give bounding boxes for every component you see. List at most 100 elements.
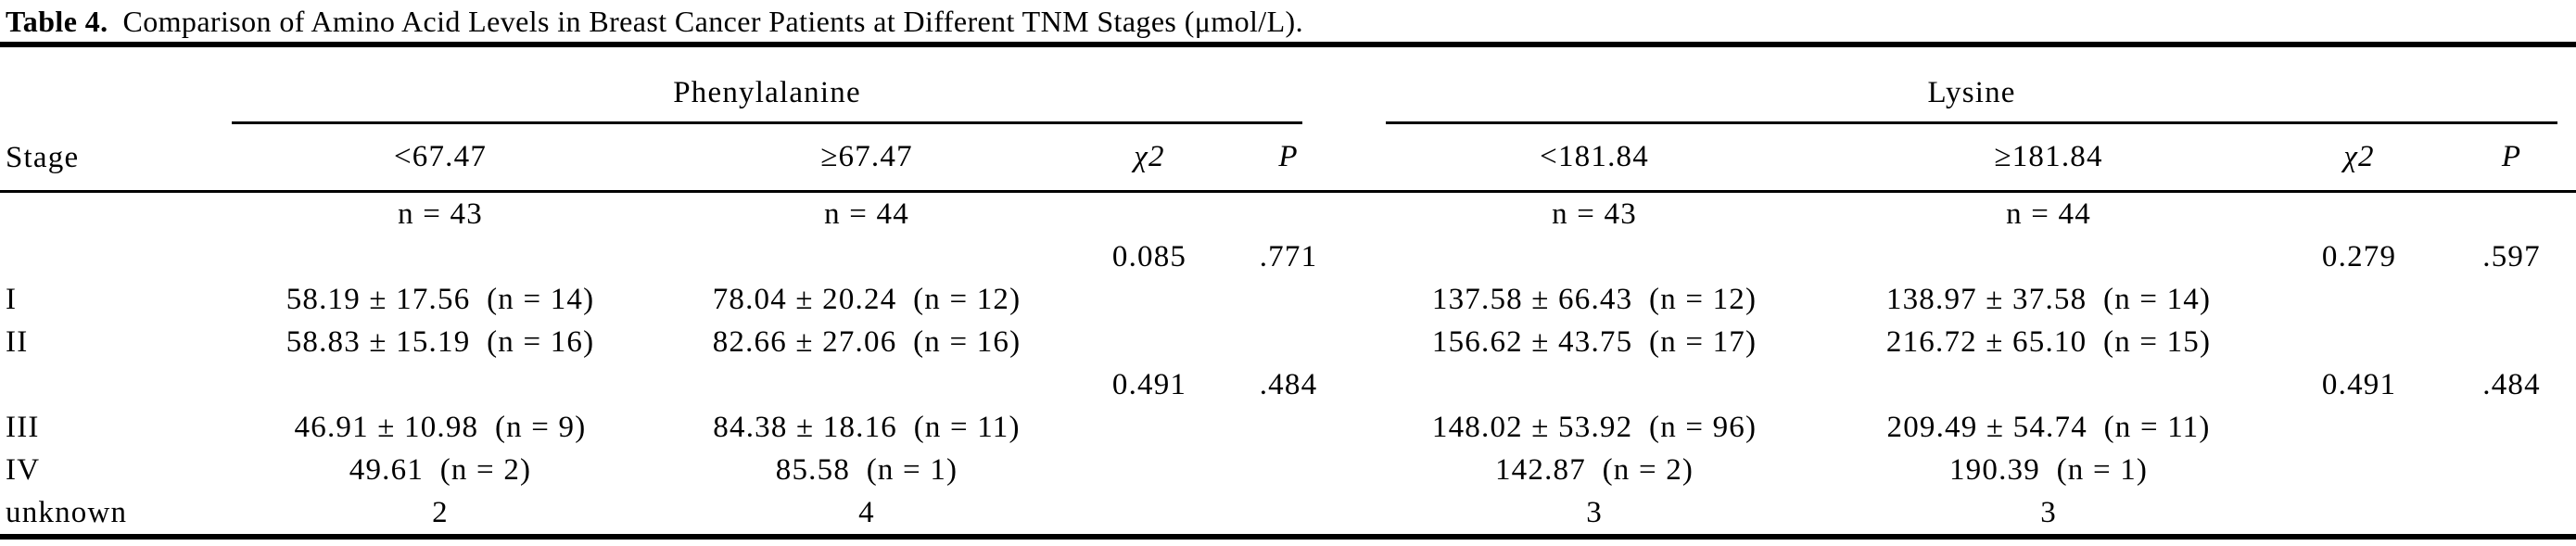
stage-cell: II (6, 324, 29, 359)
data-cell: 0.491 (1111, 367, 1187, 401)
table-title: Table 4. Comparison of Amino Acid Levels … (0, 0, 2576, 42)
stage-cell: I (6, 282, 18, 316)
data-cell: 216.72 ± 65.10 (n = 15) (1885, 324, 2212, 359)
data-cell: .771 (1259, 239, 1318, 273)
data-cell: 0.279 (2321, 239, 2397, 273)
stage-cell (0, 235, 232, 278)
col-header-phe-ge: ≥67.47 (649, 124, 1085, 193)
data-cell (1826, 235, 2271, 278)
data-cell: n = 44 (824, 197, 909, 231)
data-cell: 85.58 (n = 1) (775, 452, 958, 487)
data-cell (1214, 449, 1363, 491)
group-header-row: Stage Phenylalanine Lysine (0, 44, 2576, 193)
data-cell (232, 363, 649, 406)
data-cell (1363, 363, 1826, 406)
col-header-lys-p: P (2447, 124, 2576, 193)
table-row-n-counts: n = 43 n = 44 n = 43 n = 44 (0, 192, 2576, 236)
lysine-spanner-rule: Lysine (1386, 76, 2558, 124)
group-header-phenylalanine: Phenylalanine (232, 44, 1363, 124)
data-cell (2271, 491, 2447, 537)
data-cell (1826, 363, 2271, 406)
data-cell (1085, 321, 1214, 363)
data-cell: 156.62 ± 43.75 (n = 17) (1431, 324, 1758, 359)
stage-cell (0, 363, 232, 406)
data-cell: 138.97 ± 37.58 (n = 14) (1885, 282, 2212, 316)
table-row-stage-I: I 58.19 ± 17.56 (n = 14) 78.04 ± 20.24 (… (0, 278, 2576, 321)
data-cell: n = 43 (398, 197, 483, 231)
stage-cell: IV (6, 452, 41, 487)
table-row-chi-square-2: 0.491 .484 0.491 .484 (0, 363, 2576, 406)
data-cell (1214, 278, 1363, 321)
data-cell: 137.58 ± 66.43 (n = 12) (1431, 282, 1758, 316)
table-row-stage-II: II 58.83 ± 15.19 (n = 16) 82.66 ± 27.06 … (0, 321, 2576, 363)
table-row-unknown: unknown 2 4 3 3 (0, 491, 2576, 537)
group-label-phenylalanine: Phenylalanine (673, 76, 861, 109)
data-cell: .597 (2482, 239, 2541, 273)
data-cell (2271, 278, 2447, 321)
col-header-stage: Stage (0, 44, 232, 193)
data-cell: 3 (1586, 495, 1603, 529)
data-cell (1085, 278, 1214, 321)
group-header-lysine: Lysine (1363, 44, 2576, 124)
data-cell: 78.04 ± 20.24 (n = 12) (712, 282, 1022, 316)
amino-acid-table: Stage Phenylalanine Lysine <67.47 ≥67.47… (0, 42, 2576, 540)
data-cell (2447, 491, 2576, 537)
data-cell (1214, 406, 1363, 449)
col-header-lys-chi2: χ2 (2271, 124, 2448, 193)
data-cell (232, 235, 649, 278)
data-cell: 49.61 (n = 2) (349, 452, 532, 487)
stage-cell: III (6, 410, 40, 444)
data-cell (1214, 192, 1363, 236)
data-cell: n = 43 (1552, 197, 1637, 231)
data-cell: 0.491 (2321, 367, 2397, 401)
data-cell (2271, 321, 2447, 363)
table-row-stage-IV: IV 49.61 (n = 2) 85.58 (n = 1) 142.87 (n… (0, 449, 2576, 491)
data-cell: 82.66 ± 27.06 (n = 16) (712, 324, 1022, 359)
data-cell (1214, 491, 1363, 537)
data-cell (1085, 491, 1214, 537)
data-cell: .484 (2482, 367, 2541, 401)
col-header-lys-ge: ≥181.84 (1826, 124, 2272, 193)
col-header-lys-lt: <181.84 (1363, 124, 1827, 193)
data-cell: 142.87 (n = 2) (1494, 452, 1694, 487)
data-cell (649, 235, 1085, 278)
data-cell: 190.39 (n = 1) (1948, 452, 2149, 487)
phenylalanine-spanner-rule: Phenylalanine (232, 76, 1303, 124)
data-cell: 4 (858, 495, 875, 529)
data-cell: 148.02 ± 53.92 (n = 96) (1431, 410, 1758, 444)
data-cell: 209.49 ± 54.74 (n = 11) (1886, 410, 2211, 444)
data-cell: 84.38 ± 18.16 (n = 11) (713, 410, 1021, 444)
data-cell (1214, 321, 1363, 363)
column-header-row: <67.47 ≥67.47 χ2 P <181.84 ≥181.84 χ2 P (0, 124, 2576, 193)
data-cell (649, 363, 1085, 406)
data-cell (2447, 278, 2576, 321)
data-cell (2447, 406, 2576, 449)
group-label-lysine: Lysine (1927, 76, 2016, 109)
table-number: Table 4. (6, 5, 108, 38)
stage-cell (0, 192, 232, 236)
data-cell: 2 (432, 495, 449, 529)
data-cell (2447, 321, 2576, 363)
data-cell: 0.085 (1111, 239, 1187, 273)
stage-cell: unknown (6, 495, 128, 529)
data-cell: 3 (2040, 495, 2057, 529)
col-header-phe-lt: <67.47 (232, 124, 649, 193)
col-header-phe-p: P (1214, 124, 1364, 193)
data-cell (2447, 449, 2576, 491)
data-cell (1085, 192, 1214, 236)
data-cell (1363, 235, 1826, 278)
data-cell (2271, 406, 2447, 449)
data-cell: 46.91 ± 10.98 (n = 9) (294, 410, 587, 444)
data-cell: n = 44 (2006, 197, 2091, 231)
data-cell: 58.19 ± 17.56 (n = 14) (286, 282, 595, 316)
data-cell: .484 (1259, 367, 1318, 401)
col-header-phe-chi2: χ2 (1085, 124, 1214, 193)
table-caption: Comparison of Amino Acid Levels in Breas… (122, 5, 1303, 38)
data-cell (2271, 192, 2447, 236)
table-row-chi-square-1: 0.085 .771 0.279 .597 (0, 235, 2576, 278)
data-cell (1085, 406, 1214, 449)
table-row-stage-III: III 46.91 ± 10.98 (n = 9) 84.38 ± 18.16 … (0, 406, 2576, 449)
data-cell: 58.83 ± 15.19 (n = 16) (286, 324, 595, 359)
data-cell (2447, 192, 2576, 236)
